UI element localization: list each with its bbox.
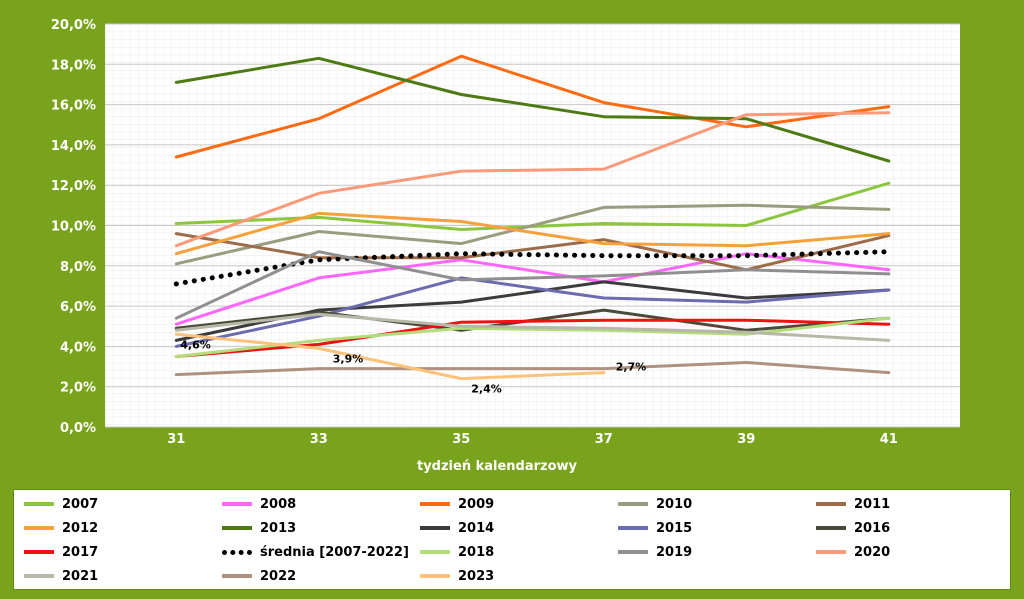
- legend-item: 2011: [816, 493, 890, 515]
- legend-swatch: [420, 574, 450, 578]
- y-tick-label: 4,0%: [60, 340, 96, 355]
- x-axis-label: tydzień kalendarzowy: [417, 459, 578, 474]
- y-tick-label: 2,0%: [60, 381, 96, 396]
- legend-item: 2019: [618, 541, 692, 563]
- legend-label: 2010: [656, 496, 693, 512]
- series-2009-line: [174, 54, 891, 159]
- legend-label: 2011: [854, 496, 891, 512]
- legend-label: 2007: [62, 496, 99, 512]
- series-2012-line: [174, 211, 891, 256]
- y-tick-label: 0,0%: [60, 421, 96, 436]
- legend-swatch: [222, 502, 252, 506]
- x-tick-label: 33: [310, 432, 328, 447]
- data-label: 2,4%: [471, 383, 502, 396]
- legend-item: 2018: [420, 541, 494, 563]
- legend-item: 2010: [618, 493, 692, 515]
- x-tick-label: 39: [737, 432, 755, 447]
- legend-swatch: [618, 502, 648, 506]
- data-label: 3,9%: [333, 352, 364, 365]
- series-2008-line: [174, 252, 891, 326]
- y-tick-label: 12,0%: [51, 179, 96, 194]
- legend-item: 2016: [816, 517, 890, 539]
- legend-label: 2022: [260, 568, 297, 584]
- legend-label: 2016: [854, 520, 891, 536]
- legend-item: 2014: [420, 517, 494, 539]
- series-2021-line: [174, 312, 891, 342]
- legend-swatch: [222, 574, 252, 578]
- legend-swatch: [222, 526, 252, 530]
- legend-item: 2007: [24, 493, 98, 515]
- x-tick-label: 31: [167, 432, 185, 447]
- legend-label: 2013: [260, 520, 297, 536]
- legend-label: 2017: [62, 544, 99, 560]
- legend-label: 2015: [656, 520, 693, 536]
- legend-item: 2020: [816, 541, 890, 563]
- series-2013-line: [174, 56, 891, 163]
- y-tick-label: 6,0%: [60, 300, 96, 315]
- series-2019-line: [174, 250, 891, 320]
- legend-label: 2020: [854, 544, 891, 560]
- legend-label: 2009: [458, 496, 495, 512]
- legend-swatch: [420, 526, 450, 530]
- legend-swatch: [618, 550, 648, 554]
- legend-swatch: [816, 550, 846, 554]
- legend-label: 2012: [62, 520, 99, 536]
- series-2018-line: [174, 316, 891, 358]
- series-2023-line: [174, 332, 606, 381]
- x-tick-label: 37: [595, 432, 613, 447]
- legend-swatch: [24, 526, 54, 530]
- y-tick-label: 20,0%: [51, 18, 96, 33]
- legend-item: 2021: [24, 565, 98, 587]
- legend-label: 2018: [458, 544, 495, 560]
- data-label: 2,7%: [616, 361, 647, 374]
- legend-label: 2021: [62, 568, 99, 584]
- legend: 2007 2008 2009 2010 2011 2012 2013 2014 2015 2016…: [13, 489, 1011, 590]
- series-2015-line: [174, 276, 891, 348]
- legend-item: 2015: [618, 517, 692, 539]
- legend-item: 2022: [222, 565, 296, 587]
- series-2011-line: [174, 232, 891, 272]
- y-tick-label: 8,0%: [60, 260, 96, 275]
- legend-swatch: [24, 550, 54, 554]
- x-tick-label: 41: [880, 432, 898, 447]
- x-tick-label: 35: [452, 432, 470, 447]
- y-tick-label: 10,0%: [51, 220, 96, 235]
- legend-swatch: [420, 502, 450, 506]
- legend-item: 2013: [222, 517, 296, 539]
- legend-item: 2009: [420, 493, 494, 515]
- legend-label: 2019: [656, 544, 693, 560]
- series-2020-line: [174, 111, 891, 248]
- legend-swatch: [816, 526, 846, 530]
- legend-label: średnia [2007-2022]: [260, 544, 409, 560]
- legend-item: 2023: [420, 565, 494, 587]
- legend-swatch: [420, 550, 450, 554]
- legend-swatch: [24, 502, 54, 506]
- y-tick-label: 18,0%: [51, 58, 96, 73]
- data-label: 4,6%: [180, 338, 211, 351]
- legend-item: 2012: [24, 517, 98, 539]
- legend-item: 2017: [24, 541, 98, 563]
- legend-item: 2008: [222, 493, 296, 515]
- legend-label: 2008: [260, 496, 297, 512]
- y-tick-label: 14,0%: [51, 139, 96, 154]
- legend-label: 2023: [458, 568, 495, 584]
- y-tick-label: 16,0%: [51, 99, 96, 114]
- legend-swatch: [222, 549, 252, 555]
- legend-swatch: [24, 574, 54, 578]
- legend-swatch: [816, 502, 846, 506]
- legend-item: średnia [2007-2022]: [222, 541, 409, 563]
- legend-swatch: [618, 526, 648, 530]
- line-chart: 4,6% 3,9% 2,4% 2,7% 0,0% 2,0% 4,0% 6,0% 8,0% 10,…: [51, 18, 960, 474]
- legend-label: 2014: [458, 520, 495, 536]
- series-2010-line: [174, 203, 891, 266]
- series-2022-line: [174, 361, 891, 377]
